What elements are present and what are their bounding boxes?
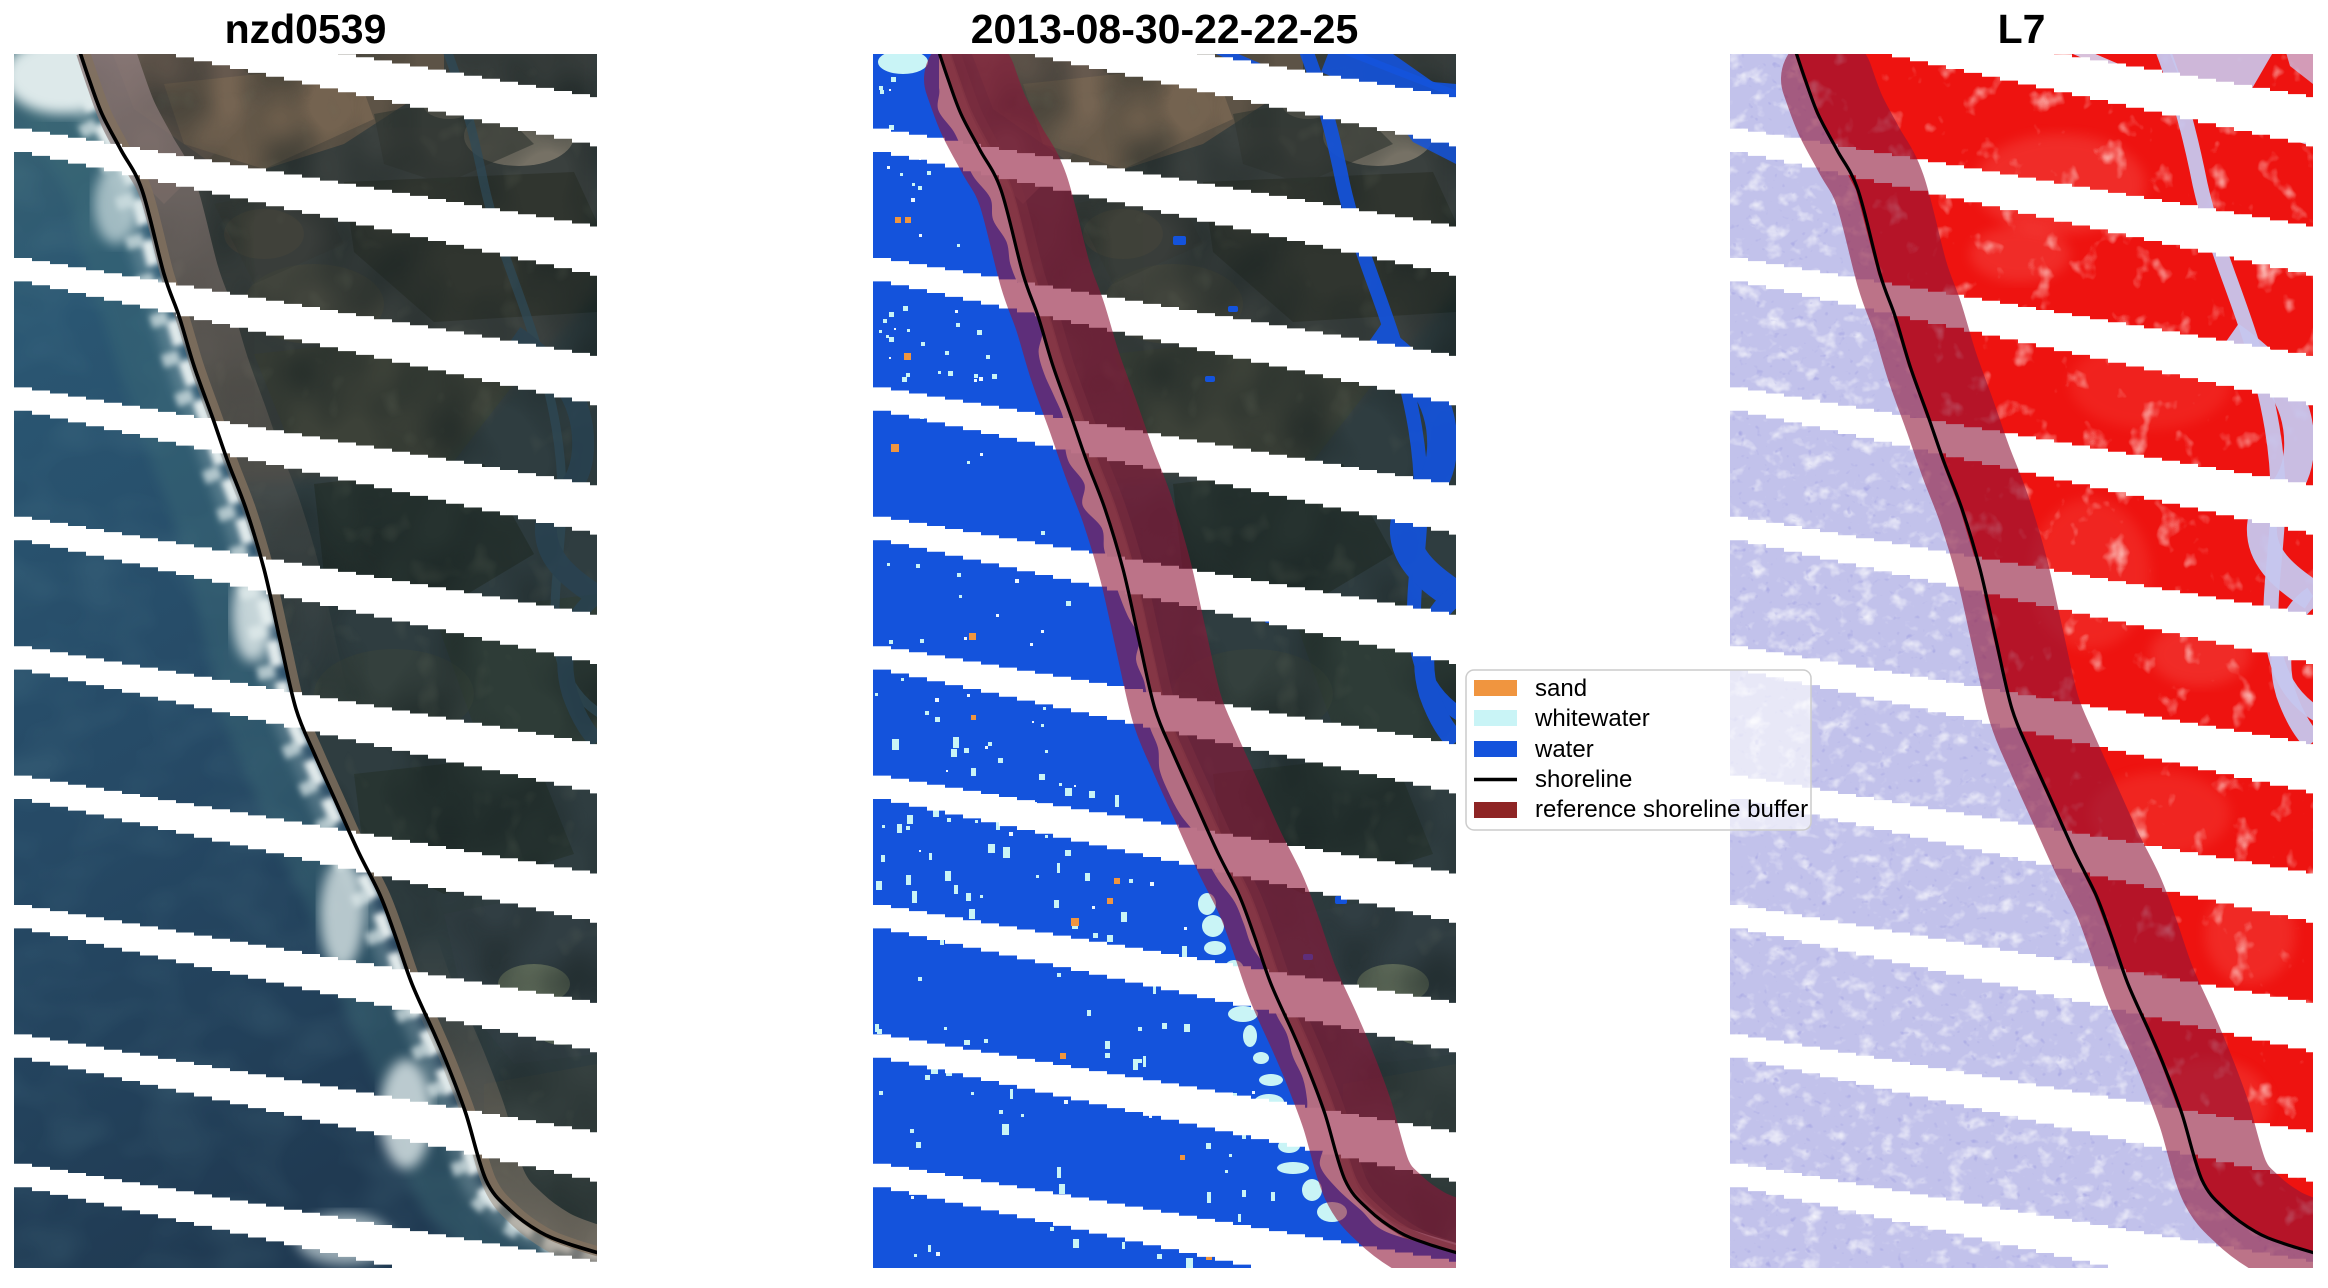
- svg-text:sand: sand: [1535, 675, 1587, 702]
- svg-text:L7: L7: [1998, 6, 2046, 52]
- svg-text:nzd0539: nzd0539: [225, 6, 387, 52]
- svg-text:shoreline: shoreline: [1535, 766, 1632, 793]
- svg-text:whitewater: whitewater: [1534, 705, 1650, 732]
- svg-text:water: water: [1534, 736, 1594, 763]
- svg-text:2013-08-30-22-22-25: 2013-08-30-22-22-25: [971, 6, 1359, 52]
- svg-text:reference shoreline buffer: reference shoreline buffer: [1535, 796, 1808, 823]
